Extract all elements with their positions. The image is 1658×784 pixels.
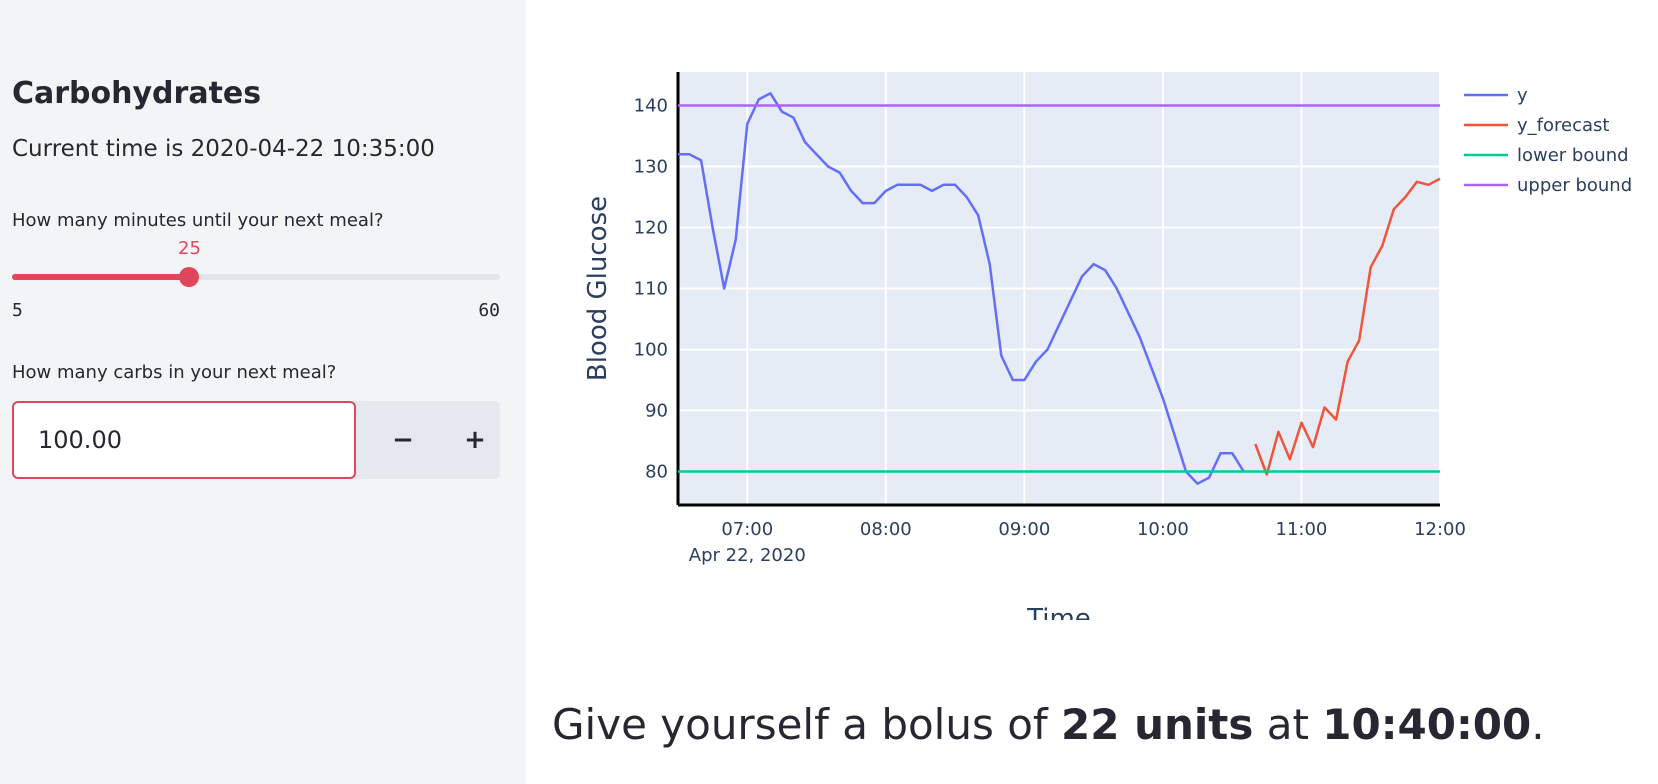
legend-item: y	[1517, 85, 1528, 106]
series-line-y	[678, 92, 1245, 485]
increment-button[interactable]: +	[438, 401, 512, 479]
series-line-y_forecast	[1254, 177, 1441, 476]
decrement-button[interactable]: −	[366, 401, 440, 479]
y-tick-label: 120	[634, 218, 668, 239]
carbs-label: How many carbs in your next meal?	[12, 362, 337, 383]
slider-thumb[interactable]	[179, 267, 200, 287]
sidebar: Carbohydrates Current time is 2020-04-22…	[0, 0, 526, 784]
x-tick-label: 07:00	[721, 519, 773, 540]
legend-item: upper bound	[1517, 175, 1632, 196]
y-tick-label: 130	[634, 157, 668, 178]
carbs-number-input: − +	[12, 401, 500, 479]
bolus-time: 10:40:00	[1322, 700, 1532, 749]
x-tick-label: 12:00	[1414, 519, 1466, 540]
x-tick-label: 11:00	[1276, 519, 1328, 540]
legend-item: y_forecast	[1517, 115, 1609, 136]
slider-max-label: 60	[478, 300, 500, 321]
slider-min-label: 5	[12, 300, 23, 321]
x-date-label: Apr 22, 2020	[689, 545, 806, 566]
bolus-units: 22 units	[1061, 700, 1254, 749]
glucose-chart: 07:00 08:00 09:00 10:00 11:00 12:00 80 90 100 110…	[583, 72, 1632, 620]
x-tick-label: 10:00	[1137, 519, 1189, 540]
bolus-suffix: .	[1531, 700, 1545, 749]
y-tick-label: 110	[634, 279, 668, 300]
minutes-slider[interactable]	[12, 267, 500, 287]
sidebar-title: Carbohydrates	[12, 76, 262, 111]
y-tick-label: 90	[645, 400, 668, 421]
bolus-recommendation: Give yourself a bolus of 22 units at 10:…	[552, 700, 1545, 749]
x-tick-label: 08:00	[860, 519, 912, 540]
minutes-label: How many minutes until your next meal?	[12, 210, 384, 231]
x-tick-label: 09:00	[998, 519, 1050, 540]
y-axis-title: Blood Glucose	[583, 196, 613, 381]
carbs-input[interactable]	[12, 401, 356, 479]
current-time-text: Current time is 2020-04-22 10:35:00	[12, 136, 435, 162]
bolus-middle: at	[1253, 700, 1323, 749]
bolus-prefix: Give yourself a bolus of	[552, 700, 1062, 749]
y-tick-label: 80	[645, 461, 668, 482]
slider-value-label: 25	[178, 238, 201, 259]
legend-item: lower bound	[1517, 145, 1629, 166]
y-tick-label: 140	[634, 96, 668, 117]
y-tick-label: 100	[634, 339, 668, 360]
x-axis-title: Time	[1026, 604, 1091, 620]
slider-fill	[12, 274, 190, 280]
